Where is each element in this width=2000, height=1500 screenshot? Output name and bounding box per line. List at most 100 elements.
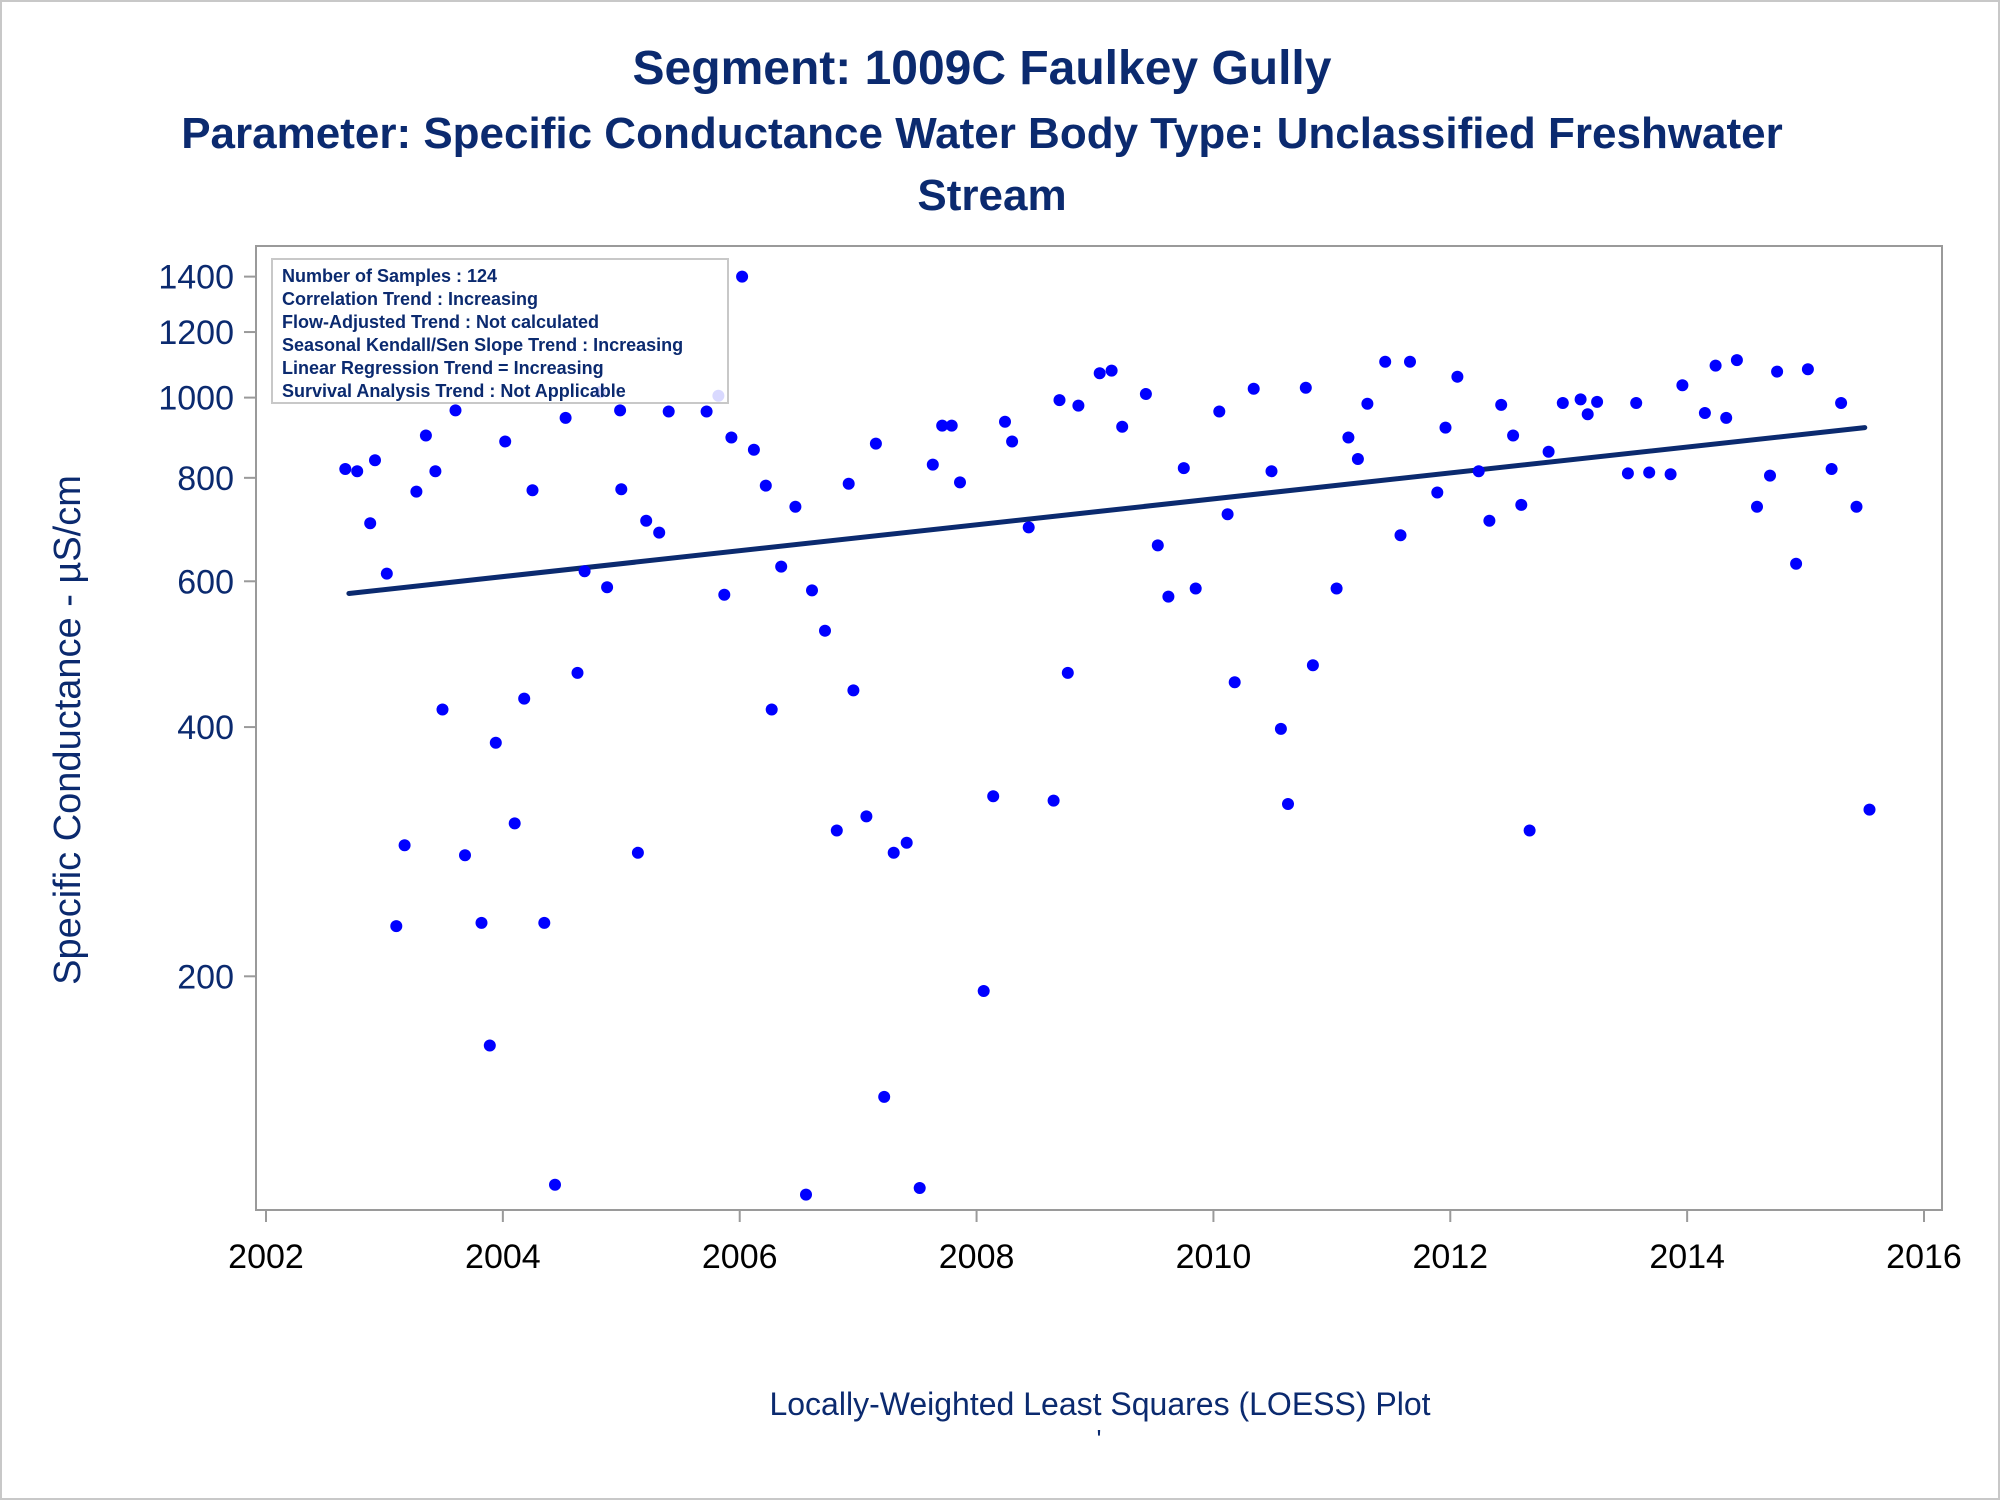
data-point	[1342, 431, 1355, 444]
data-point	[765, 703, 778, 716]
data-point	[1151, 539, 1164, 552]
data-point	[1850, 500, 1863, 513]
data-point	[1643, 466, 1656, 479]
x-tick-label: 2012	[1412, 1238, 1488, 1276]
y-tick-label: 1200	[158, 314, 234, 352]
stats-box: Number of Samples : 124 Correlation Trend…	[271, 258, 729, 404]
y-tick-label: 600	[177, 563, 234, 601]
data-point	[1621, 467, 1634, 480]
data-point	[1228, 676, 1241, 689]
y-tick-label: 200	[177, 958, 234, 996]
chart-title: Segment: 1009C Faulkey Gully	[633, 42, 1332, 95]
data-point	[364, 517, 377, 530]
y-tick-label: 400	[177, 709, 234, 747]
data-point	[789, 500, 802, 513]
data-point	[1472, 465, 1485, 478]
data-point	[518, 692, 531, 705]
data-point	[559, 411, 572, 424]
x-tick-label: 2016	[1886, 1238, 1962, 1276]
data-point	[1053, 394, 1066, 407]
data-point	[869, 437, 882, 450]
stats-line: Seasonal Kendall/Sen Slope Trend : Incre…	[282, 335, 683, 355]
data-point	[1709, 359, 1722, 372]
data-point	[1507, 429, 1520, 442]
data-point	[390, 920, 403, 933]
data-point	[1664, 468, 1677, 481]
data-point	[1801, 363, 1814, 376]
data-point	[1863, 803, 1876, 816]
data-point	[1790, 557, 1803, 570]
data-point	[913, 1182, 926, 1194]
data-point	[1282, 798, 1294, 810]
stats-line: Number of Samples : 124	[282, 266, 497, 286]
x-tick-label: 2010	[1176, 1238, 1252, 1276]
data-point	[747, 443, 760, 456]
data-point	[369, 454, 381, 467]
data-point	[1265, 465, 1278, 478]
data-point	[806, 584, 818, 597]
data-point	[1581, 408, 1594, 421]
y-tick-label: 800	[177, 460, 234, 498]
data-point	[380, 567, 393, 580]
data-point	[736, 270, 749, 283]
data-point	[614, 404, 627, 417]
x-tick-label: 2004	[465, 1238, 541, 1276]
data-point	[1676, 379, 1689, 392]
x-tick-label: 2002	[228, 1238, 304, 1276]
data-point	[1764, 469, 1776, 482]
chart-subtitle: Parameter: Specific Conductance Water Bo…	[181, 109, 1783, 158]
data-point	[1379, 355, 1392, 368]
data-point	[489, 736, 502, 749]
data-point	[1299, 381, 1312, 394]
data-point	[1730, 354, 1743, 367]
chart-subtitle-continued: Stream	[917, 171, 1066, 220]
data-point	[1221, 508, 1234, 521]
x-tick-label: 2008	[939, 1238, 1015, 1276]
data-point	[1330, 582, 1343, 595]
data-point	[475, 916, 488, 929]
scatter-points	[339, 270, 1876, 1201]
data-point	[1556, 397, 1569, 409]
data-point	[653, 526, 666, 539]
data-point	[1247, 382, 1260, 395]
data-point	[615, 483, 628, 496]
data-point	[847, 684, 860, 697]
data-point	[775, 560, 788, 573]
data-point	[429, 465, 442, 478]
stats-box-border	[271, 258, 729, 404]
data-point	[1523, 824, 1536, 837]
data-point	[1361, 397, 1374, 410]
data-point	[1439, 421, 1452, 434]
data-point	[1591, 395, 1604, 408]
data-point	[1139, 388, 1152, 400]
data-point	[1515, 498, 1528, 511]
data-point	[1022, 521, 1035, 534]
x-axis: 2002 2004 2006 2008 2010 2012 2014 2016	[228, 1210, 1962, 1276]
data-point	[571, 666, 584, 679]
data-point	[1162, 590, 1175, 603]
data-point	[1306, 659, 1319, 672]
data-point	[449, 404, 462, 417]
data-point	[538, 916, 551, 929]
data-point	[1116, 420, 1129, 433]
data-point	[1574, 393, 1587, 406]
data-point	[1394, 529, 1407, 542]
data-point	[1274, 722, 1287, 735]
trend-line	[346, 425, 1868, 596]
data-point	[508, 817, 521, 830]
data-point	[1093, 367, 1106, 380]
y-axis-label: Specific Conductance - µS/cm	[47, 475, 89, 985]
x-tick-label: 2014	[1649, 1238, 1725, 1276]
data-point	[936, 419, 949, 432]
data-point	[1006, 435, 1019, 448]
data-point	[977, 985, 990, 997]
data-point	[1542, 445, 1555, 458]
data-point	[1698, 407, 1711, 419]
data-point	[601, 581, 614, 594]
data-point	[1751, 500, 1763, 513]
footnote: Locally-Weighted Least Squares (LOESS) P…	[769, 1386, 1430, 1422]
data-point	[1189, 582, 1202, 595]
data-point	[1825, 463, 1838, 475]
